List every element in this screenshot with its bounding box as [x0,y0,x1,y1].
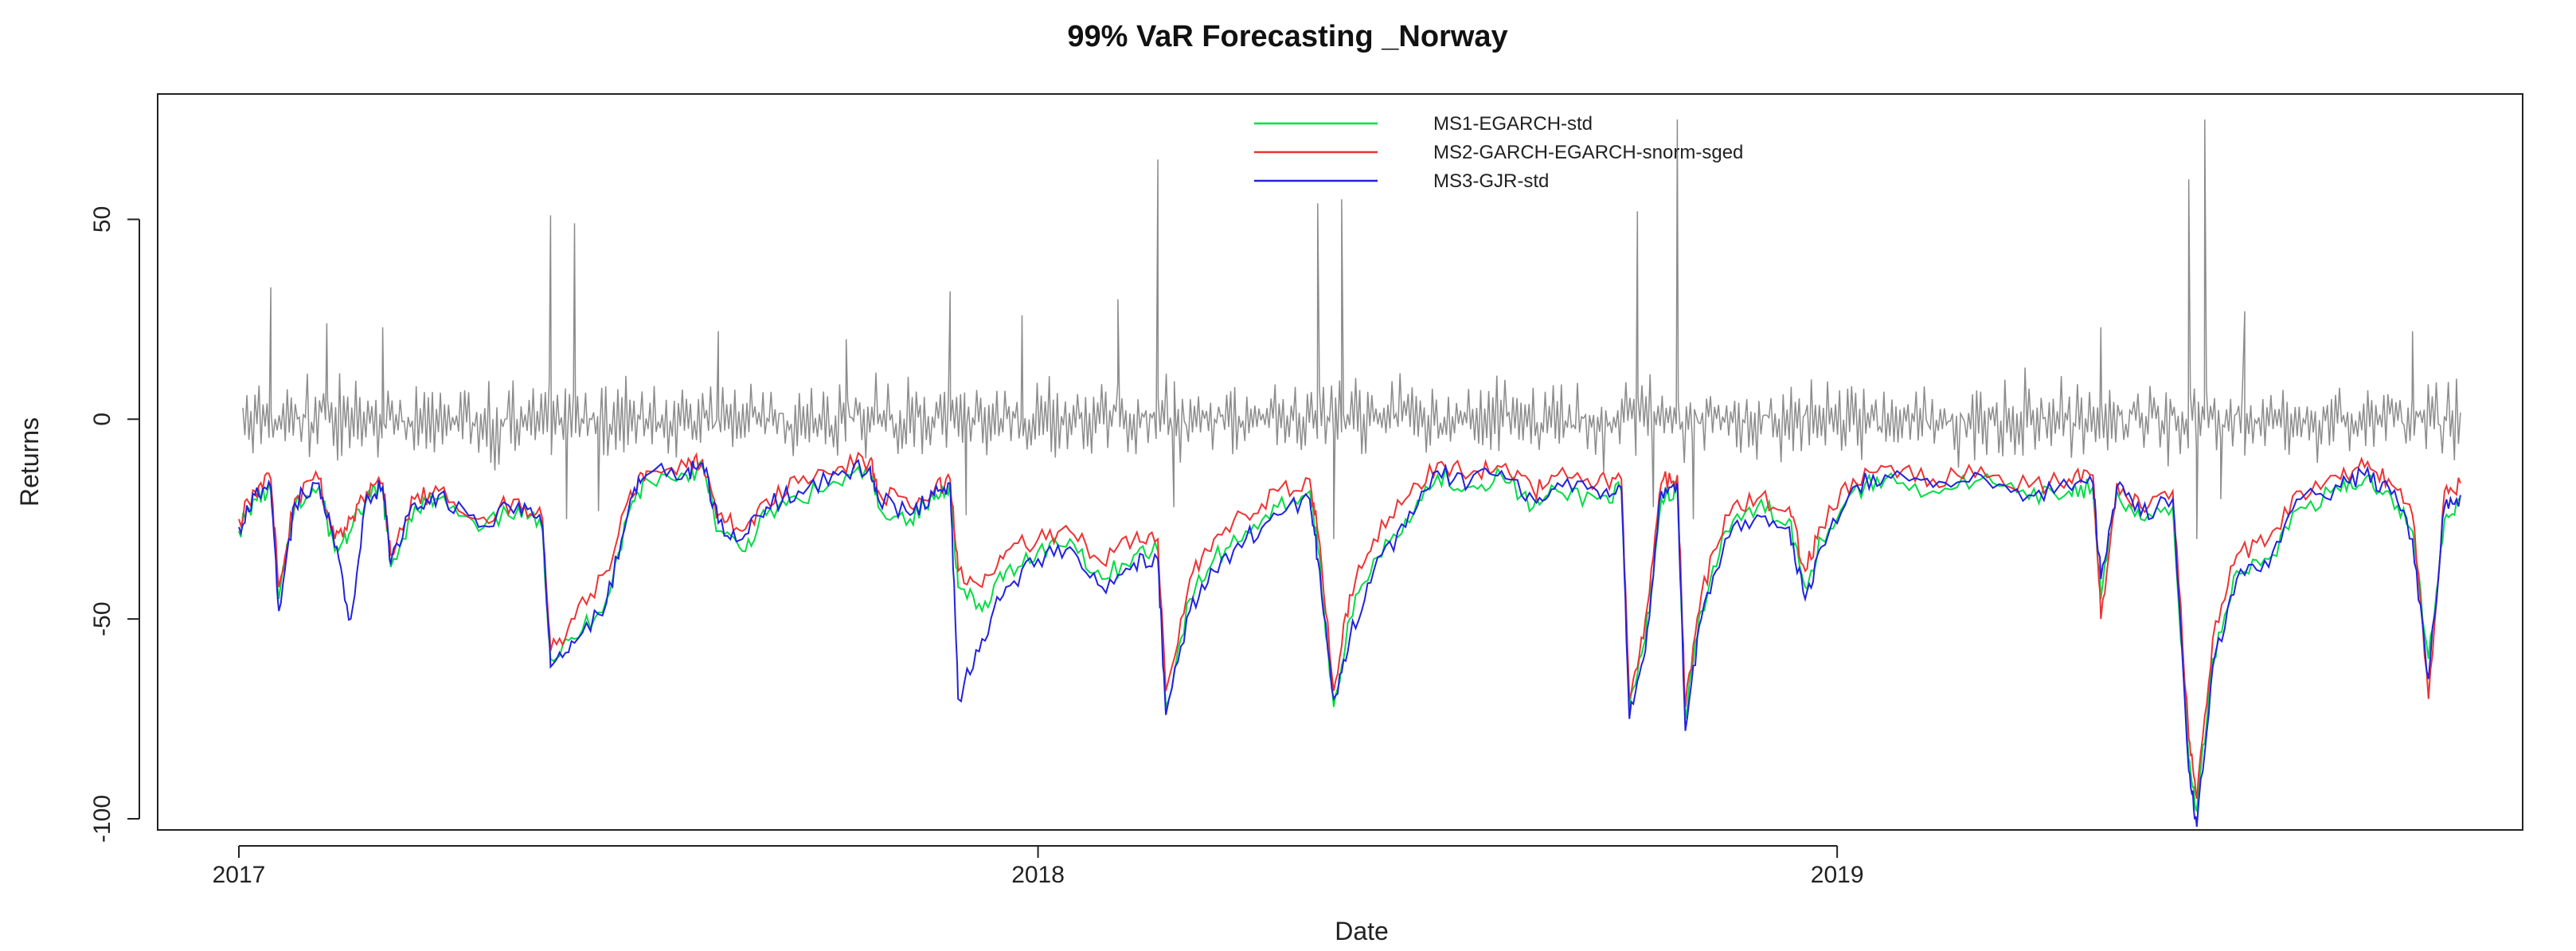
y-tick-label: 0 [89,413,115,426]
legend-label: MS2-GARCH-EGARCH-snorm-sged [1433,142,1743,163]
x-axis: 2017 2018 2019 [213,845,1864,888]
x-tick-label: 2018 [1011,862,1065,888]
y-axis-label: Returns [15,417,44,507]
y-tick-label: -50 [89,601,115,636]
chart-title: 99% VaR Forecasting _Norway [1067,20,1507,53]
y-tick-label: -100 [89,795,115,843]
returns-line [242,119,2461,539]
var-line-3 [238,459,2461,828]
x-tick-label: 2017 [213,862,266,888]
y-axis: 50 0 -50 -100 [89,206,140,843]
legend-label: MS1-EGARCH-std [1433,113,1593,135]
y-tick-label: 50 [89,206,115,233]
x-tick-label: 2019 [1811,862,1864,888]
returns-series [242,119,2461,539]
legend-label: MS3-GJR-std [1433,170,1549,192]
plot-frame [157,93,2523,831]
legend: MS1-EGARCH-std MS2-GARCH-EGARCH-snorm-sge… [1254,113,1743,192]
x-axis-label: Date [1335,917,1389,945]
var-series-group [238,451,2461,828]
